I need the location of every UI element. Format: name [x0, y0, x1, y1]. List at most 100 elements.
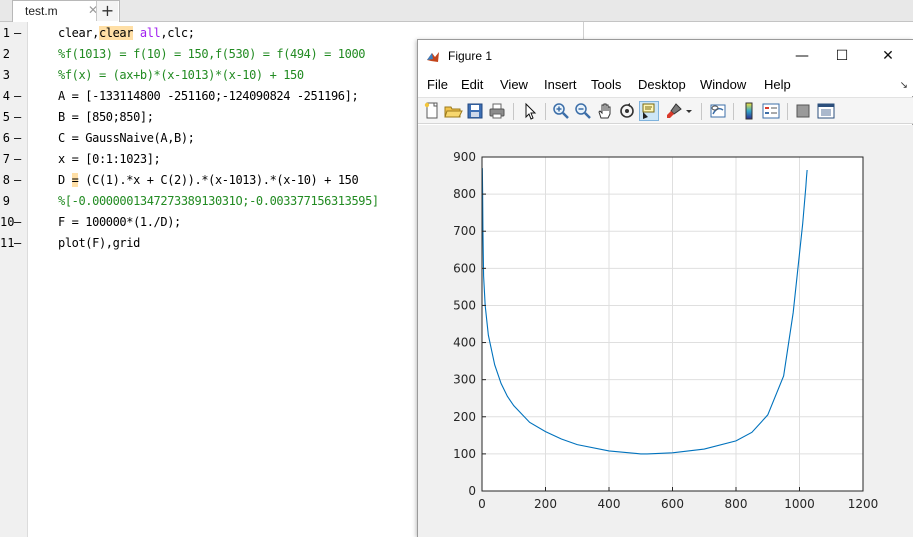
editor-tab[interactable]: test.m ✕ — [12, 0, 120, 22]
y-tick-label: 700 — [453, 224, 476, 238]
menu-file[interactable]: File — [427, 77, 448, 92]
code-line[interactable]: C = GaussNaive(A,B); — [58, 131, 195, 145]
insert-colorbar-icon[interactable] — [739, 101, 759, 121]
line-number: 5— — [0, 110, 24, 124]
menu-insert[interactable]: Insert — [544, 77, 577, 92]
code-line[interactable]: A = [-133114800 -251160;-124090824 -2511… — [58, 89, 359, 103]
line-number-text: 1 — [2, 26, 10, 40]
y-tick-label: 300 — [453, 373, 476, 387]
line-number: 6— — [0, 131, 24, 145]
line-number-text: 2 — [2, 47, 10, 61]
line-number-text: 11 — [0, 236, 15, 250]
breakpoint-marker-icon[interactable]: — — [14, 26, 22, 40]
figure-window: Figure 1 — ☐ ✕ File Edit View Insert Too… — [417, 39, 913, 537]
code-token: all — [139, 26, 161, 40]
y-tick-label: 200 — [453, 410, 476, 424]
y-tick-label: 400 — [453, 336, 476, 350]
line-number-text: 9 — [2, 194, 10, 208]
figure-canvas: 0 200 400 600 800 1000 1200 0 100 200 300 400 500 600… — [418, 125, 913, 537]
menu-help[interactable]: Help — [764, 77, 791, 92]
hide-plot-tools-icon[interactable] — [793, 101, 813, 121]
menu-window[interactable]: Window — [700, 77, 747, 92]
code-token: D — [58, 173, 72, 187]
series-line[interactable] — [481, 168, 808, 455]
figure-title: Figure 1 — [448, 49, 493, 63]
menu-view[interactable]: View — [500, 77, 528, 92]
menu-edit[interactable]: Edit — [461, 77, 484, 92]
open-file-icon[interactable] — [443, 101, 463, 121]
brush-dropdown-icon[interactable] — [684, 101, 694, 121]
breakpoint-marker-icon[interactable]: — — [14, 173, 22, 187]
code-line[interactable]: %f(x) = (ax+b)*(x-1013)*(x-10) + 150 — [58, 68, 304, 82]
y-tick-label: 800 — [453, 187, 476, 201]
editor-tab-bar: test.m ✕ + — [0, 0, 913, 22]
menu-tools[interactable]: Tools — [591, 77, 622, 92]
select-arrow-icon[interactable] — [520, 101, 540, 121]
y-tick-label: 900 — [453, 150, 476, 164]
code-line[interactable]: plot(F),grid — [58, 236, 140, 250]
dock-arrow-icon[interactable]: ↘ — [899, 80, 908, 91]
line-number-text: 3 — [2, 68, 10, 82]
x-tick-label: 200 — [534, 497, 557, 511]
right-text-limit — [583, 22, 584, 42]
x-tick-label: 400 — [598, 497, 621, 511]
print-icon[interactable] — [487, 101, 507, 121]
line-number-text: 4 — [2, 89, 10, 103]
breakpoint-marker-icon[interactable]: — — [14, 152, 22, 166]
line-number-text: 5 — [2, 110, 10, 124]
add-tab-button[interactable]: + — [96, 1, 118, 21]
figure-toolbar — [418, 97, 913, 124]
new-figure-icon[interactable] — [422, 101, 442, 121]
link-plot-icon[interactable] — [708, 101, 728, 121]
minimize-button[interactable]: — — [795, 48, 809, 64]
plot-svg: 0 200 400 600 800 1000 1200 0 100 200 300 400 500 600… — [453, 150, 878, 511]
close-tab-icon[interactable]: ✕ — [88, 3, 99, 17]
line-number: 10— — [0, 215, 24, 229]
line-number: 2 — [0, 47, 24, 61]
line-number-gutter: 1—2 3 4—5—6—7—8—9 10—11— — [0, 22, 28, 537]
line-number-text: 7 — [2, 152, 10, 166]
code-token: B = [850;850]; — [58, 110, 154, 124]
line-number: 11— — [0, 236, 24, 250]
code-token: clear, — [58, 26, 99, 40]
show-plot-tools-icon[interactable] — [816, 101, 836, 121]
toolbar-separator — [513, 103, 514, 120]
breakpoint-marker-icon[interactable]: — — [14, 236, 22, 250]
x-tick-label: 1000 — [784, 497, 815, 511]
line-number: 3 — [0, 68, 24, 82]
insert-legend-icon[interactable] — [761, 101, 781, 121]
breakpoint-marker-icon[interactable]: — — [14, 89, 22, 103]
code-token: %f(x) = (ax+b)*(x-1013)*(x-10) + 150 — [58, 68, 304, 82]
data-cursor-icon[interactable] — [639, 101, 659, 121]
code-token — [133, 26, 140, 40]
rotate-3d-icon[interactable] — [617, 101, 637, 121]
line-number: 1— — [0, 26, 24, 40]
pan-hand-icon[interactable] — [595, 101, 615, 121]
toolbar-separator — [545, 103, 546, 120]
breakpoint-marker-icon[interactable]: — — [14, 110, 22, 124]
code-line[interactable]: %[-0.000000134727338913031O;-0.003377156… — [58, 194, 379, 208]
code-line[interactable]: D = (C(1).*x + C(2)).*(x-1013).*(x-10) +… — [58, 173, 359, 187]
figure-titlebar[interactable]: Figure 1 — ☐ ✕ — [418, 40, 913, 73]
brush-icon[interactable] — [664, 101, 684, 121]
line-number: 8— — [0, 173, 24, 187]
zoom-out-icon[interactable] — [573, 101, 593, 121]
maximize-button[interactable]: ☐ — [835, 48, 849, 64]
code-line[interactable]: F = 100000*(1./D); — [58, 215, 181, 229]
code-token: = — [71, 173, 79, 187]
code-line[interactable]: %f(1013) = f(10) = 150,f(530) = f(494) =… — [58, 47, 366, 61]
save-icon[interactable] — [465, 101, 485, 121]
close-button[interactable]: ✕ — [882, 48, 894, 64]
figure-menubar: File Edit View Insert Tools Desktop Wind… — [418, 73, 913, 96]
code-line[interactable]: clear,clear all,clc; — [58, 26, 195, 40]
code-line[interactable]: B = [850;850]; — [58, 110, 154, 124]
menu-desktop[interactable]: Desktop — [638, 77, 686, 92]
breakpoint-marker-icon[interactable]: — — [14, 215, 22, 229]
line-number-text: 10 — [0, 215, 15, 229]
toolbar-separator — [733, 103, 734, 120]
breakpoint-marker-icon[interactable]: — — [14, 131, 22, 145]
code-token: %[-0.000000134727338913031O;-0.003377156… — [58, 194, 379, 208]
zoom-in-icon[interactable] — [551, 101, 571, 121]
code-line[interactable]: x = [0:1:1023]; — [58, 152, 161, 166]
code-token: plot(F),grid — [58, 236, 140, 250]
